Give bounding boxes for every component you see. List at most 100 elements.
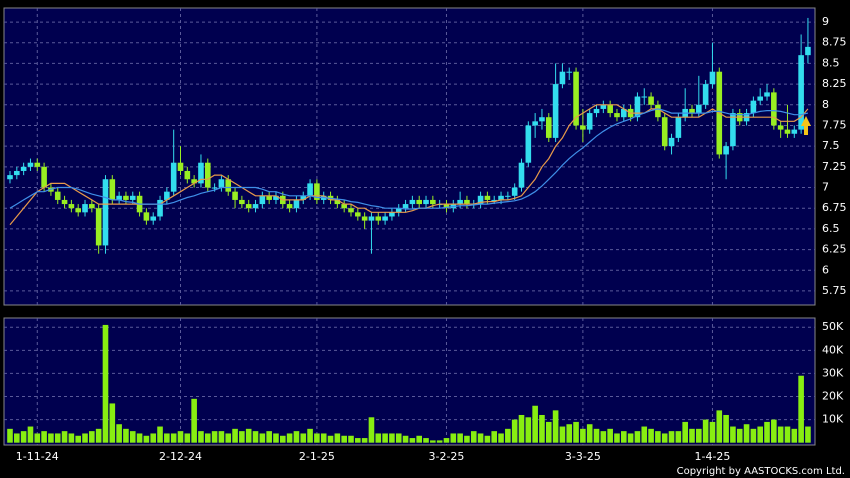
volume-bar [75,435,81,443]
candle-body [689,108,695,114]
y-tick-label: 6.25 [822,243,847,256]
volume-bar [61,431,68,443]
candle-body [245,204,252,209]
volume-bar [593,428,600,443]
candle-body [204,162,211,188]
candle-body [614,113,620,118]
volume-bar [777,426,784,443]
candle-body [355,212,361,217]
volume-bar [689,428,695,443]
candle-body [27,162,34,167]
volume-bar [430,440,436,443]
candle-body [341,204,347,209]
candle-body [170,162,177,192]
volume-bar [470,431,477,443]
candle-body [266,195,272,200]
y-tick-label: 5.75 [822,284,847,297]
candle-body [14,170,20,176]
y-tick-label: 50K [822,320,844,333]
candle-body [539,117,545,122]
volume-bar [225,433,232,443]
candle-body [723,146,729,155]
candle-body [518,162,525,188]
volume-bar [709,421,716,443]
volume-bar [634,431,641,443]
candle-body [634,96,641,118]
volume-bar [48,433,54,443]
volume-bar [14,433,20,443]
volume-bar [341,435,347,443]
candle-body [252,204,259,209]
volume-bar [27,426,34,443]
volume-bar [607,428,613,443]
candle-body [314,183,320,200]
volume-bar [7,428,13,443]
volume-bar [723,414,729,443]
candle-body [293,199,300,209]
candle-body [464,199,470,205]
candle-body [696,104,702,114]
candle-body [525,125,532,163]
candle-body [191,179,197,184]
volume-bar [559,426,566,443]
volume-bar [232,428,238,443]
volume-bar [423,438,429,443]
candle-body [129,195,136,200]
volume-bar [89,431,95,443]
volume-bar [41,431,47,443]
candle-body [586,113,593,130]
candle-body [661,117,668,147]
volume-bar [648,428,654,443]
candle-body [273,195,279,200]
volume-bar [157,426,163,443]
x-tick-label: 3-2-25 [429,450,465,463]
y-tick-label: 40K [822,343,844,356]
volume-bar [491,431,498,443]
candle-body [198,162,204,184]
volume-bar [655,431,661,443]
candle-body [109,179,116,200]
volume-bar [505,428,511,443]
candle-body [791,129,798,134]
candle-body [777,125,784,130]
plot-layer: 5.75 6 6.25 6.5 6.75 7 7.25 7.5 7.75 8 8.25 8.5 8.75… [4,8,847,463]
candle-body [505,195,511,197]
volume-bar [314,433,320,443]
candle-body [300,195,307,200]
candle-body [116,195,122,200]
volume-bar [273,433,279,443]
volume-bar [580,428,586,443]
candle-body [498,195,504,200]
volume-bar [395,433,402,443]
volume-bar [539,414,545,443]
candle-body [218,179,225,188]
candle-body [545,117,552,138]
volume-bar [170,433,177,443]
volume-bar [668,431,675,443]
volume-bar [750,428,757,443]
candle-body [477,195,484,205]
candle-body [668,137,675,147]
candle-body [89,204,95,209]
volume-bar [34,433,41,443]
candle-body [491,199,498,201]
candle-body [416,199,422,205]
candle-body [784,129,791,134]
volume-bar [184,433,191,443]
candle-body [764,92,770,97]
y-tick-label: 7.75 [822,118,847,131]
candle-body [150,216,157,221]
volume-bar [348,435,354,443]
volume-bar [252,431,259,443]
candle-body [573,71,579,126]
volume-bar [511,419,518,443]
y-tick-label: 9 [822,15,829,28]
y-tick-label: 10K [822,413,844,426]
candle-body [566,71,573,73]
candle-body [648,96,654,105]
x-tick-label: 3-3-25 [565,450,601,463]
volume-bar [402,435,409,443]
candle-body [184,170,191,180]
volume-bar [150,433,157,443]
